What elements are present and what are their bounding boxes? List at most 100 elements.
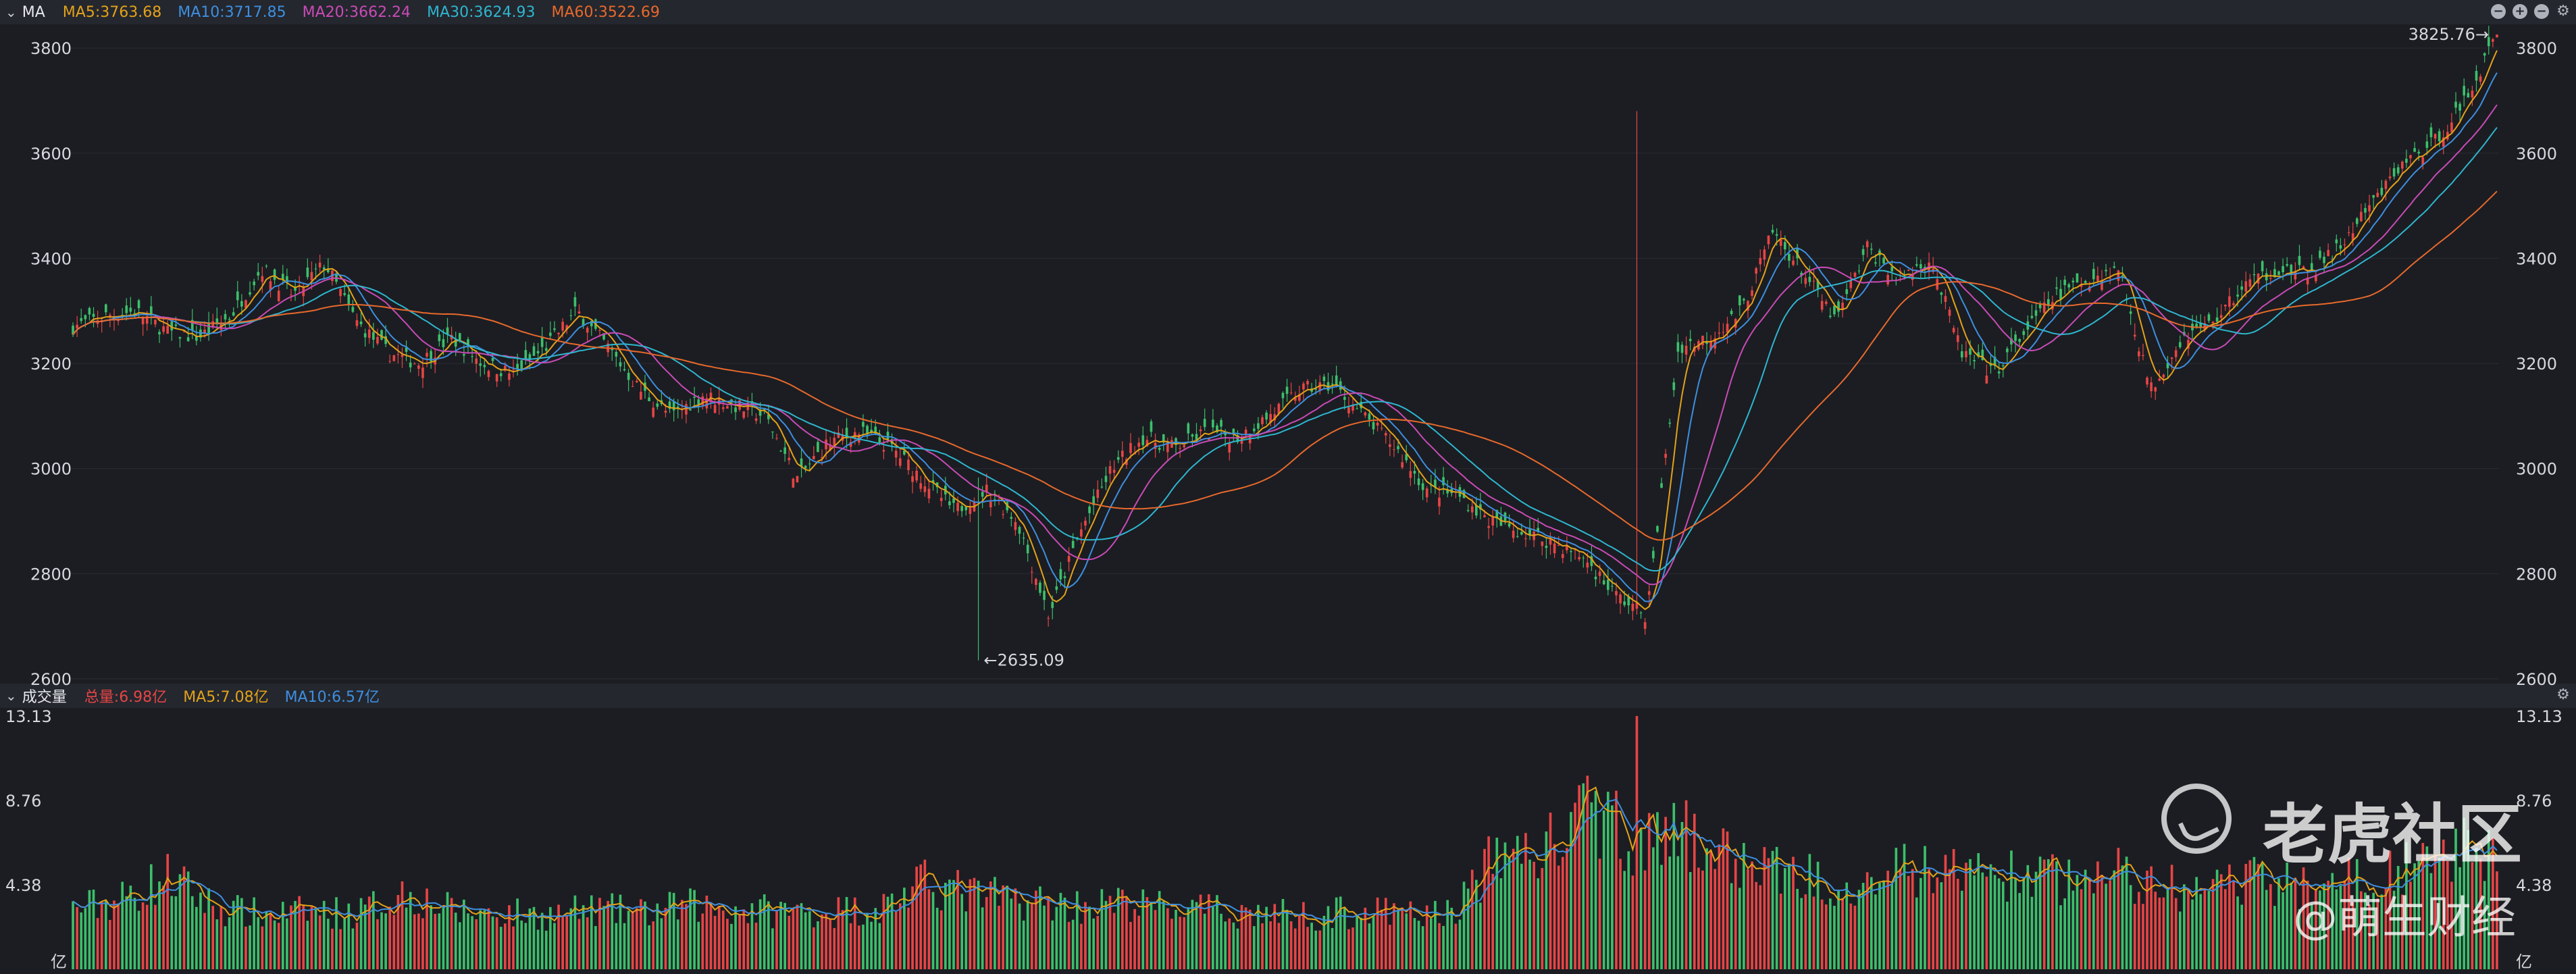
volume-bar (1310, 923, 1313, 969)
volume-bar (463, 899, 465, 969)
candle-body (2347, 232, 2350, 234)
candle-body (1273, 414, 1277, 421)
volume-bar (1557, 865, 1560, 969)
volume-bar (989, 881, 992, 969)
candle-body (586, 328, 589, 333)
volume-bar (2129, 885, 2132, 969)
candle-body (1977, 352, 1980, 357)
candle-body (1096, 489, 1100, 498)
candle-body (2450, 122, 2453, 132)
candle-body (249, 292, 251, 294)
candle-body (952, 498, 955, 503)
candle-body (2396, 167, 2400, 174)
candle-body (458, 333, 461, 340)
candle-body (1508, 523, 1511, 527)
candle-body (351, 307, 355, 312)
candle-body (380, 330, 383, 340)
collapse-chevron-icon[interactable]: ⌄ (5, 688, 17, 704)
candle-body (2133, 334, 2136, 337)
minus-icon[interactable]: − (2491, 4, 2506, 19)
volume-bar (421, 918, 424, 969)
volume-bar (2240, 904, 2244, 969)
volume-bar (915, 867, 918, 969)
candle-body (1293, 397, 1297, 401)
volume-bar (1047, 897, 1050, 969)
candle-body (565, 325, 569, 330)
candle-body (137, 300, 140, 309)
candle-body (2392, 168, 2396, 177)
candle-body (960, 506, 964, 511)
candle-body (927, 488, 931, 498)
volume-bar (1384, 898, 1387, 969)
candle-body (1228, 443, 1231, 453)
volume-bar (1096, 916, 1100, 969)
panel-controls: − + − ⚙ (2491, 4, 2571, 19)
ma30-label: MA30:3624.93 (427, 3, 536, 21)
candle-body (1952, 328, 1955, 333)
gear-icon[interactable]: ⚙ (2556, 686, 2570, 703)
volume-bar (253, 897, 255, 969)
volume-bar (635, 908, 638, 969)
volume-bar (249, 925, 251, 969)
candle-body (145, 316, 149, 324)
volume-bar (154, 904, 157, 969)
volume-bar (1479, 902, 1482, 969)
volume-bar (1277, 923, 1281, 969)
volume-bar (1561, 856, 1564, 969)
volume-bar (1516, 836, 1519, 969)
volume-bar (2203, 888, 2207, 969)
candle-body (1541, 541, 1544, 546)
candle-body (738, 400, 741, 410)
volume-bar (841, 910, 844, 969)
volume-bar (1100, 889, 1104, 969)
volume-bar (1499, 878, 1503, 969)
candle-body (1314, 388, 1318, 390)
volume-bar (1718, 844, 1721, 969)
volume-bar (1936, 877, 1939, 969)
volume-bar (2030, 896, 2034, 969)
candle-body (2492, 39, 2494, 42)
candle-body (1162, 434, 1165, 442)
volume-bar (442, 907, 445, 969)
gear-icon[interactable]: ⚙ (2556, 3, 2570, 20)
volume-bar (2022, 877, 2026, 969)
volume-bar (129, 886, 132, 969)
candle-body (479, 363, 482, 366)
candle-body (1216, 425, 1218, 432)
volume-bar (2257, 864, 2260, 969)
volume-bar (199, 892, 202, 969)
candle-body (602, 333, 605, 340)
volume-bar (1483, 848, 1486, 969)
candle-body (2269, 278, 2272, 279)
volume-bar (2170, 865, 2173, 969)
volume-bar (1289, 921, 1293, 969)
plus-icon[interactable]: + (2513, 4, 2527, 19)
volume-bar (2228, 864, 2231, 969)
candle-body (1969, 348, 1972, 355)
candle-body (84, 315, 87, 319)
candle-body (1318, 382, 1322, 392)
candle-body (2113, 266, 2116, 268)
volume-bar (862, 924, 865, 969)
candle-body (2166, 363, 2169, 369)
volume-bar (2211, 879, 2215, 969)
volume-bar (2092, 893, 2095, 969)
volume-unit-left: 亿 (51, 952, 67, 971)
candle-body (845, 428, 848, 438)
minimize-icon[interactable]: − (2534, 4, 2549, 19)
collapse-chevron-icon[interactable]: ⌄ (5, 4, 17, 20)
volume-bar (734, 906, 737, 969)
low-annotation: ←2635.09 (984, 651, 1064, 670)
volume-bar (792, 908, 795, 969)
candle-body (935, 482, 939, 488)
candle-body (1660, 483, 1663, 488)
volume-bar (1549, 813, 1552, 969)
candle-body (2046, 299, 2050, 307)
volume-bar (359, 898, 363, 969)
volume-bar (1224, 921, 1227, 969)
volume-bar (2018, 893, 2021, 969)
candle-body (1664, 453, 1667, 458)
volume-bar (211, 906, 215, 969)
candle-body (1479, 504, 1482, 510)
